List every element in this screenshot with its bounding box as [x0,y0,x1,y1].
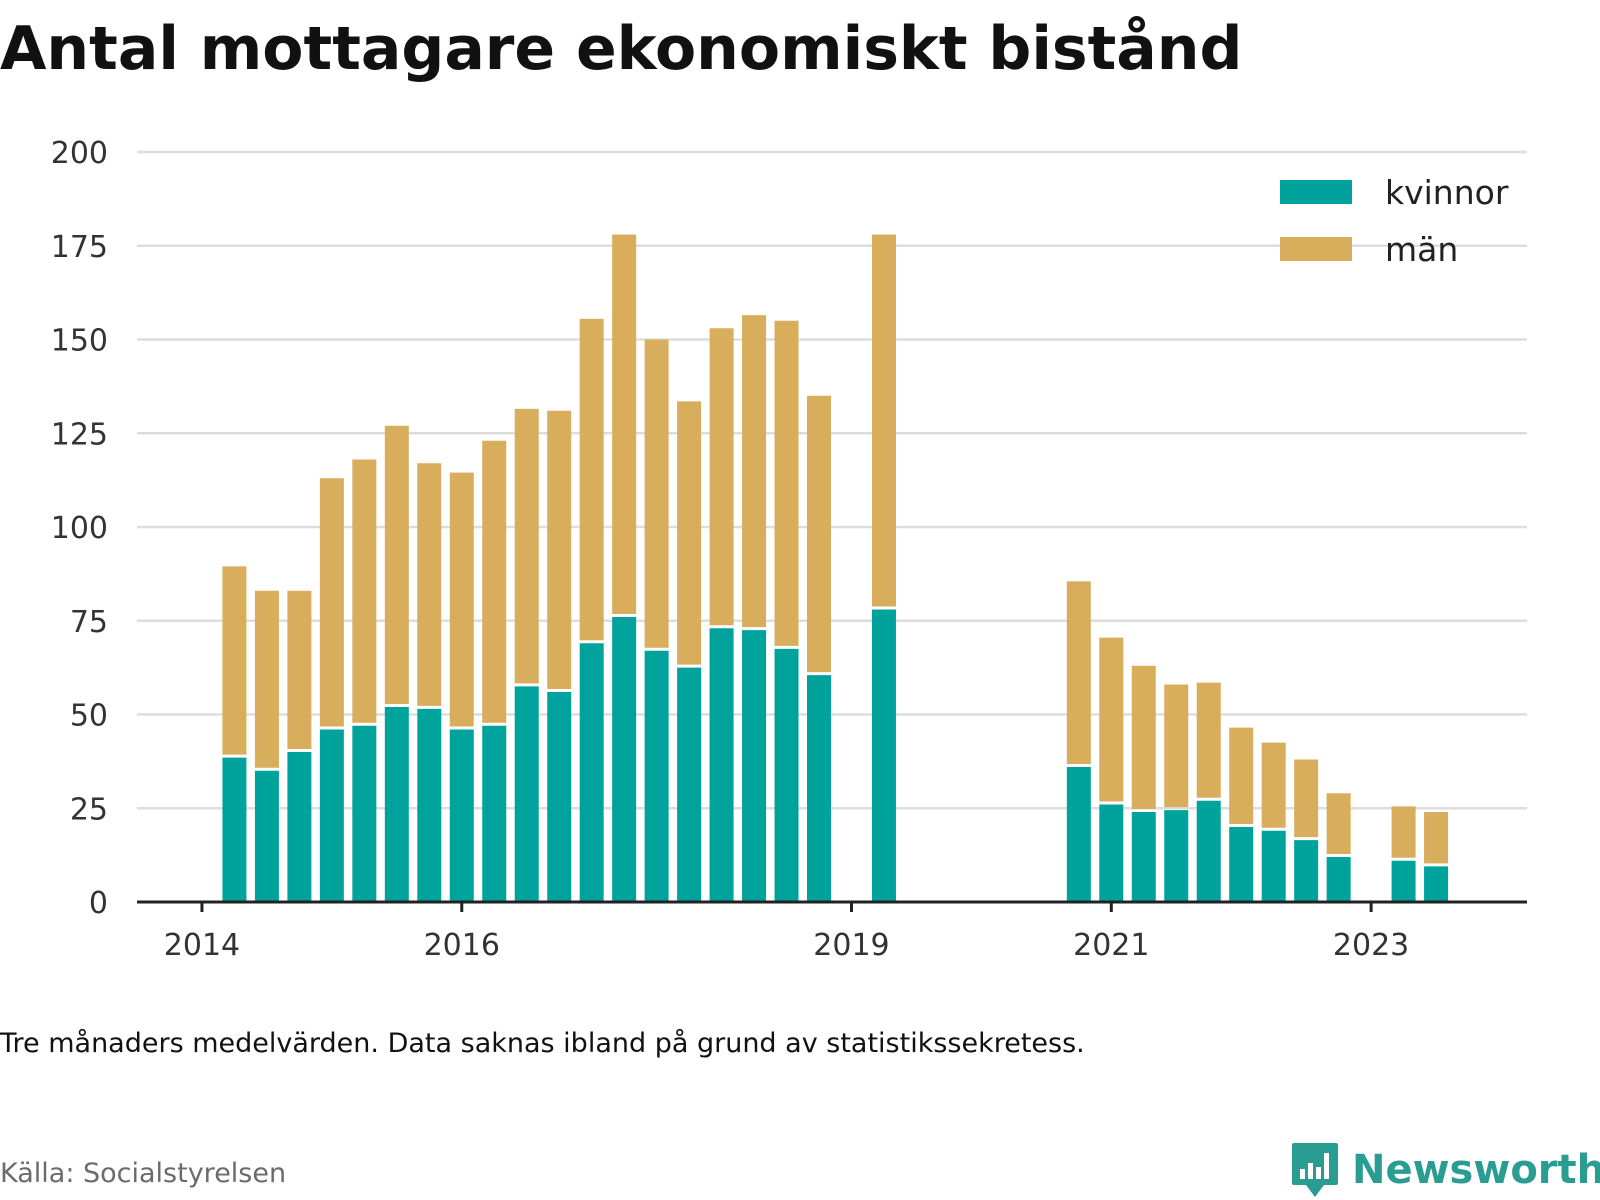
bar-man-28 [1326,793,1351,854]
y-tick-label-150: 150 [51,324,108,359]
bar-kvinnor-12 [612,617,637,902]
x-tick-label-2016: 2016 [424,928,500,963]
y-tick-label-175: 175 [51,230,108,265]
bar-kvinnor-4 [352,725,377,902]
y-tick-label-200: 200 [51,136,108,171]
x-tick-label-2019: 2019 [813,928,889,963]
bar-man-10 [547,410,572,689]
bar-man-3 [319,478,344,727]
bar-kvinnor-9 [514,686,539,902]
bar-man-26 [1261,742,1286,828]
y-tick-label-75: 75 [70,605,108,640]
bar-kvinnor-26 [1261,830,1286,902]
bar-kvinnor-5 [384,707,409,902]
y-tick-label-100: 100 [51,511,108,546]
x-tick-label-2021: 2021 [1073,928,1149,963]
bar-kvinnor-24 [1196,800,1221,902]
bar-kvinnor-14 [677,667,702,902]
bar-kvinnor-13 [644,650,669,902]
bar-man-16 [742,315,767,628]
bar-man-27 [1294,759,1319,838]
bar-kvinnor-1 [254,770,279,902]
bar-man-17 [774,320,799,646]
bar-man-18 [807,395,832,673]
newsworthy-logo: Newsworthy [1290,1140,1600,1200]
bar-man-23 [1164,684,1189,808]
y-tick-label-25: 25 [70,792,108,827]
bar-kvinnor-30 [1424,866,1449,902]
bar-man-24 [1196,682,1221,798]
bar-kvinnor-29 [1391,860,1416,902]
bar-kvinnor-7 [449,729,474,902]
bar-kvinnor-10 [547,692,572,902]
bar-man-14 [677,401,702,665]
chart-title: Antal mottagare ekonomiskt bistånd [0,14,1243,84]
bar-man-2 [287,590,312,749]
y-axis-ticks: 0 25 50 75 100 125 150 175 200 [51,136,108,921]
bar-man-20 [1066,581,1091,764]
chart-note: Tre månaders medelvärden. Data saknas ib… [0,1028,1085,1059]
bar-man-29 [1391,806,1416,858]
bar-kvinnor-22 [1131,812,1156,902]
newsworthy-logo-icon [1292,1143,1338,1197]
bar-kvinnor-23 [1164,810,1189,902]
bar-man-12 [612,234,637,614]
bar-man-5 [384,425,409,704]
bar-kvinnor-27 [1294,840,1319,902]
source-text: Källa: Socialstyrelsen [0,1158,287,1189]
bar-man-4 [352,459,377,723]
y-tick-label-0: 0 [89,886,108,921]
bar-man-25 [1229,727,1254,824]
bar-kvinnor-11 [579,643,604,902]
bar-kvinnor-3 [319,729,344,902]
bar-kvinnor-18 [807,675,832,902]
bar-man-0 [222,566,247,755]
bar-man-22 [1131,665,1156,809]
bar-man-7 [449,472,474,727]
bar-man-1 [254,590,279,768]
bar-kvinnor-8 [482,725,507,902]
legend-swatch-man [1280,237,1352,261]
bar-man-19 [871,234,896,607]
bar-man-6 [417,463,442,706]
bar-man-8 [482,440,507,723]
legend-label-man: män [1385,230,1458,269]
bar-man-11 [579,318,604,641]
bar-kvinnor-2 [287,752,312,902]
y-tick-label-125: 125 [51,417,108,452]
bar-kvinnor-20 [1066,767,1091,902]
bar-kvinnor-0 [222,757,247,902]
brand-name: Newsworthy [1352,1147,1600,1193]
legend-label-kvinnor: kvinnor [1385,173,1509,212]
bars [222,234,1449,902]
bar-man-30 [1424,812,1449,864]
bar-kvinnor-28 [1326,857,1351,902]
y-tick-label-50: 50 [70,699,108,734]
x-axis: 2014 2016 2019 2021 2023 [137,900,1527,963]
bar-man-13 [644,339,669,648]
bar-kvinnor-21 [1099,804,1124,902]
bar-man-9 [514,408,539,684]
legend: kvinnor män [1280,173,1509,269]
bar-man-15 [709,328,734,626]
bar-kvinnor-15 [709,628,734,902]
bar-kvinnor-6 [417,708,442,902]
legend-swatch-kvinnor [1280,180,1352,204]
x-tick-label-2014: 2014 [164,928,240,963]
bar-kvinnor-25 [1229,827,1254,902]
bar-kvinnor-19 [871,609,896,902]
bar-kvinnor-16 [742,630,767,902]
bar-kvinnor-17 [774,648,799,902]
bar-man-21 [1099,637,1124,802]
x-tick-label-2023: 2023 [1333,928,1409,963]
